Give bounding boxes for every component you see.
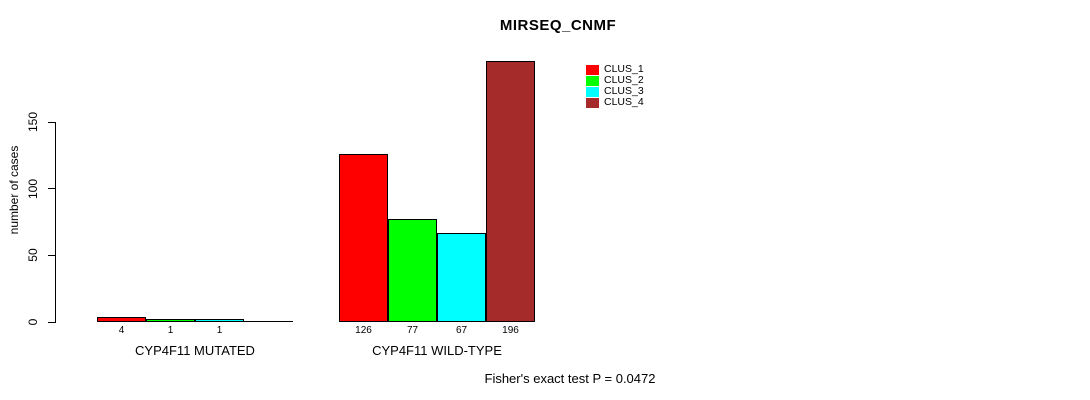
bar — [146, 319, 195, 322]
bar-value-label: 4 — [118, 325, 125, 336]
legend-swatch — [586, 86, 599, 97]
legend-row: CLUS_4 — [586, 97, 644, 108]
bar — [486, 61, 535, 322]
bar — [388, 219, 437, 322]
y-tick — [48, 188, 55, 190]
legend-row: CLUS_3 — [586, 86, 644, 97]
legend-label: CLUS_2 — [604, 74, 644, 86]
group-label: CYP4F11 MUTATED — [135, 343, 255, 358]
bar-value-label: 67 — [455, 325, 468, 336]
y-tick-label: 100 — [26, 178, 40, 199]
legend-label: CLUS_4 — [604, 96, 644, 108]
bar-zero-height — [244, 321, 293, 322]
bar-value-label: 1 — [167, 325, 174, 336]
legend-swatch — [586, 97, 599, 108]
y-tick-label: 0 — [26, 318, 40, 326]
y-axis-line — [55, 122, 56, 323]
group-label: CYP4F11 WILD-TYPE — [372, 343, 502, 358]
y-tick — [48, 121, 55, 123]
y-tick — [48, 321, 55, 323]
legend-swatch — [586, 64, 599, 75]
y-axis-label: number of cases — [7, 145, 21, 235]
bar — [195, 319, 244, 322]
bar-value-label: 77 — [406, 325, 419, 336]
bar — [97, 317, 146, 322]
legend-swatch — [586, 75, 599, 86]
bar-value-label: 1 — [216, 325, 223, 336]
bar — [339, 154, 388, 322]
chart-title: MIRSEQ_CNMF — [499, 17, 617, 34]
bar-value-label: 196 — [502, 325, 519, 336]
legend-row: CLUS_2 — [586, 75, 644, 86]
y-tick — [48, 254, 55, 256]
y-tick-label: 150 — [26, 111, 40, 133]
bar — [437, 233, 486, 322]
bar-value-label: 126 — [355, 325, 372, 336]
footer-note: Fisher's exact test P = 0.0472 — [484, 371, 656, 386]
y-tick-label: 50 — [26, 248, 40, 263]
legend: CLUS_1 CLUS_2 CLUS_3 CLUS_4 — [586, 64, 644, 108]
legend-label: CLUS_3 — [604, 85, 644, 97]
legend-label: CLUS_1 — [604, 63, 644, 75]
legend-row: CLUS_1 — [586, 64, 644, 75]
